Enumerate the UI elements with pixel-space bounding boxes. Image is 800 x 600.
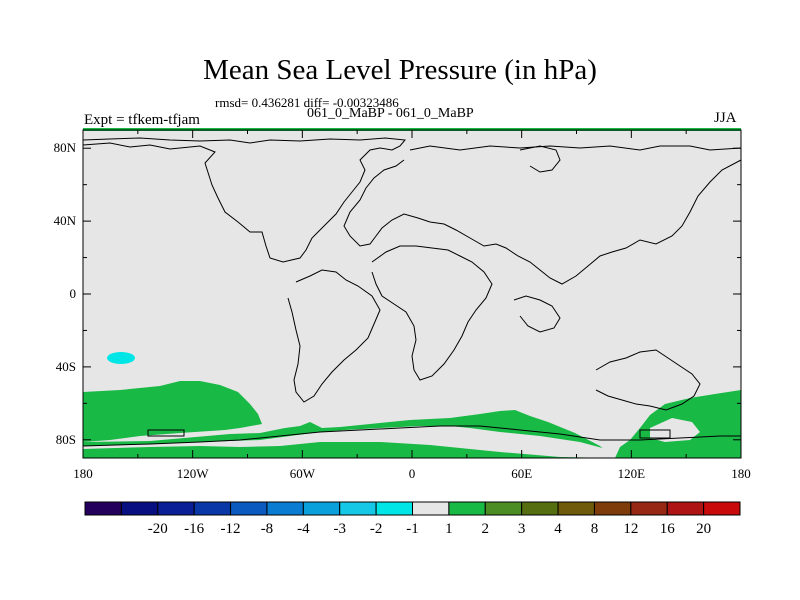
colorbar-label: 8: [591, 521, 599, 537]
colorbar-label: 1: [445, 521, 453, 537]
colorbar-box: [339, 501, 377, 516]
coast-ross-ice-block: [147, 429, 185, 437]
y-axis: 80N 40N 0 40S 80S: [54, 140, 741, 447]
x-tick-label: 60E: [511, 466, 532, 481]
coast-americas-north: [83, 137, 406, 263]
coastlines: [83, 137, 741, 447]
colorbar-box: [666, 501, 705, 516]
colorbar-label: -8: [261, 521, 274, 537]
x-tick-label: 60W: [290, 466, 316, 481]
colorbar-box: [193, 501, 232, 516]
y-tick-label: 0: [70, 286, 77, 301]
colorbar-box: [302, 501, 341, 516]
colorbar-box: [157, 501, 195, 516]
coast-maritime: [513, 295, 561, 333]
season-label: JJA: [714, 110, 737, 126]
colorbar-box: [593, 501, 632, 516]
colorbar-label: 16: [660, 521, 676, 537]
x-tick-label: 180: [731, 466, 751, 481]
y-tick-label: 80S: [56, 432, 76, 447]
x-tick-label: 120E: [618, 466, 646, 481]
colorbar-box: [703, 501, 741, 516]
colorbar-label: -1: [406, 521, 419, 537]
colorbar-label: 12: [623, 521, 638, 537]
coast-africa: [371, 245, 493, 381]
y-tick-label: 80N: [54, 140, 77, 155]
positive-region-south-pacific: [83, 381, 262, 442]
colorbar-box: [266, 501, 304, 516]
colorbar-box: [375, 501, 414, 516]
colorbar-label: 2: [482, 521, 490, 537]
coast-greenland: [519, 145, 561, 173]
antarctic-neutral-region: [83, 426, 616, 458]
colorbar-label: -2: [370, 521, 383, 537]
colorbar-label: 20: [696, 521, 711, 537]
colorbar-box: [84, 501, 122, 516]
stats-text: rmsd= 0.436281 diff= -0.00323486: [215, 95, 399, 110]
contour-fills: [83, 352, 741, 458]
coast-eurasia: [343, 145, 741, 285]
negative-region-south-pacific: [107, 352, 135, 364]
coast-south-america: [287, 269, 381, 403]
x-axis: 180 120W 60W 0 60E 120E 180: [73, 130, 751, 481]
y-tick-label: 40N: [54, 213, 77, 228]
colorbar-label: -16: [184, 521, 204, 537]
experiment-label: Expt = tfkem-tfjam: [84, 112, 200, 128]
colorbar-box: [230, 501, 268, 516]
x-tick-label: 180: [73, 466, 93, 481]
colorbar-label: -4: [297, 521, 310, 537]
colorbar-box: [412, 501, 450, 516]
y-tick-label: 40S: [56, 359, 76, 374]
colorbar-label: -12: [221, 521, 241, 537]
australian-sector-neutral-region: [650, 418, 700, 442]
colorbar-label: -20: [148, 521, 168, 537]
colorbar-box: [484, 501, 523, 516]
chart-subtitle: 061_0_MaBP - 061_0_MaBP: [307, 106, 474, 121]
colorbar-box: [448, 501, 486, 516]
colorbar-box: [521, 501, 559, 516]
coast-antarctica: [83, 425, 741, 447]
colorbar: -20 -16 -12 -8 -4 -3 -2 -1 1 2 3 4 8 12 16 20: [84, 501, 741, 537]
colorbar-box: [120, 501, 159, 516]
x-tick-label: 120W: [177, 466, 210, 481]
colorbar-label: -3: [333, 521, 346, 537]
chart-title: Mean Sea Level Pressure (in hPa): [203, 54, 597, 86]
colorbar-box: [557, 501, 595, 516]
coast-antarctic-block: [639, 429, 671, 439]
coast-australia: [595, 349, 701, 411]
x-tick-label: 0: [409, 466, 416, 481]
colorbar-label: 4: [554, 521, 562, 537]
colorbar-box: [630, 501, 668, 516]
colorbar-label: 3: [518, 521, 526, 537]
